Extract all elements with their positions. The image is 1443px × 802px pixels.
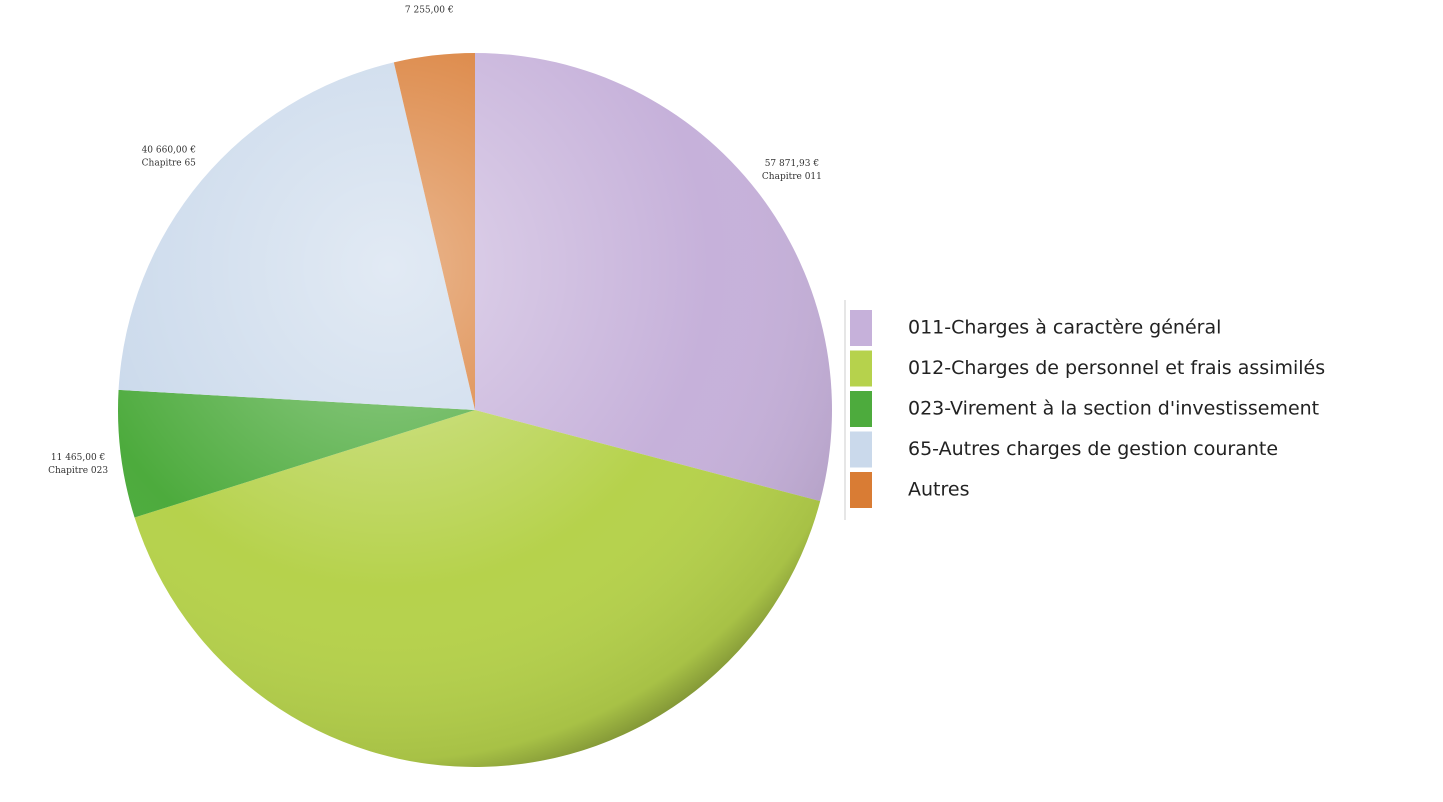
legend-swatch bbox=[850, 391, 872, 427]
legend-swatch bbox=[850, 472, 872, 508]
slice-annotation: Chapitre 65 bbox=[142, 159, 197, 169]
legend-swatch bbox=[850, 310, 872, 346]
legend-label: 012-Charges de personnel et frais assimi… bbox=[908, 357, 1325, 379]
value-label: 57 871,93 € bbox=[765, 159, 819, 169]
legend-label: 023-Virement à la section d'investisseme… bbox=[908, 398, 1319, 420]
value-label: 7 255,00 € bbox=[405, 6, 454, 16]
legend-swatch bbox=[850, 431, 872, 468]
legend-label: Autres bbox=[908, 479, 969, 501]
value-label: 11 465,00 € bbox=[51, 453, 105, 463]
value-label: 40 660,00 € bbox=[142, 146, 196, 156]
legend-label: 011-Charges à caractère général bbox=[908, 317, 1221, 339]
slice-annotation: Chapitre 011 bbox=[762, 172, 822, 182]
slice-annotation: Chapitre 023 bbox=[48, 466, 108, 476]
legend-label: 65-Autres charges de gestion courante bbox=[908, 438, 1278, 460]
pie bbox=[118, 53, 833, 768]
legend-swatch bbox=[850, 350, 872, 387]
